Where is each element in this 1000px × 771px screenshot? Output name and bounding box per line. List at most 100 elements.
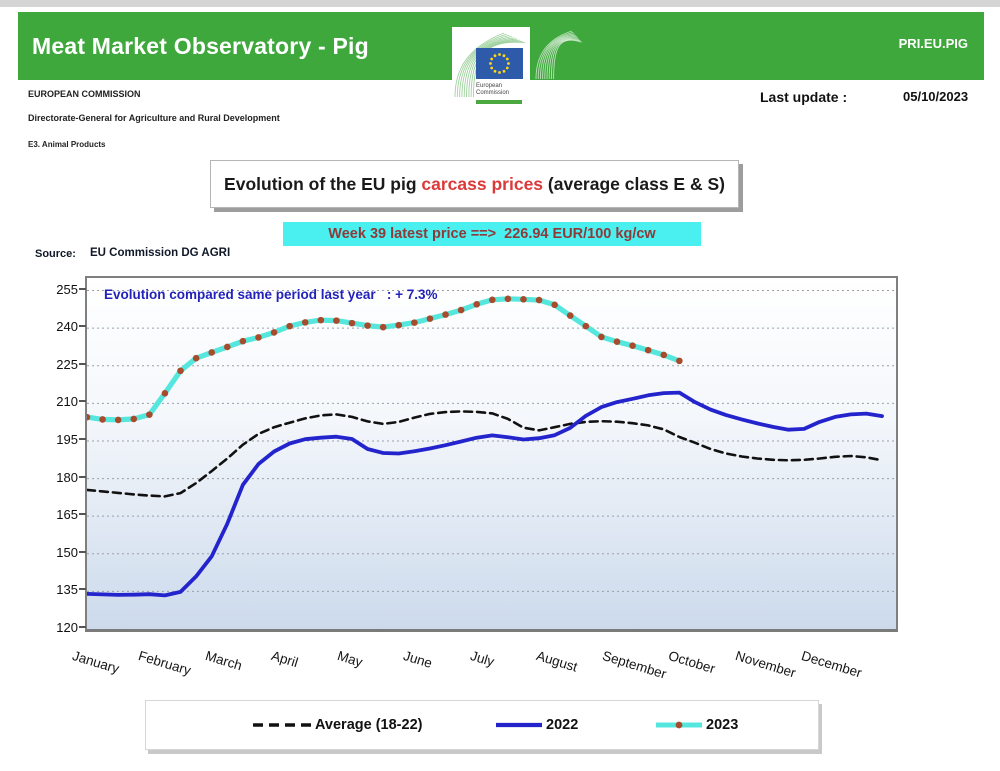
y-tick-mark: [79, 325, 86, 328]
data-point-marker: [473, 301, 481, 308]
data-point-marker: [598, 333, 605, 341]
y-tick-label: 240: [56, 319, 78, 335]
y-tick-mark: [79, 400, 86, 403]
last-update-label: Last update :: [760, 89, 848, 105]
legend-item-2022: 2022: [494, 701, 578, 749]
data-point-marker: [255, 334, 262, 341]
legend-item-average: Average (18-22): [251, 701, 422, 749]
series-line-2023: [87, 296, 683, 423]
page-title: Meat Market Observatory - Pig: [32, 32, 369, 59]
last-update-value: 05/10/2023: [903, 89, 969, 104]
x-month-label: November: [733, 648, 798, 681]
legend-label-2023: 2023: [706, 717, 739, 733]
data-point-marker: [551, 301, 558, 309]
y-tick-mark: [79, 513, 86, 516]
data-point-marker: [177, 367, 184, 375]
data-point-marker: [676, 357, 683, 365]
eu-flag-icon: [476, 48, 523, 79]
x-month-label: April: [269, 648, 300, 671]
y-tick-mark: [79, 550, 86, 553]
source-value: EU Commission DG AGRI: [90, 247, 231, 259]
data-point-marker: [146, 411, 153, 418]
ec-logo-caption: European Commission: [476, 83, 510, 96]
data-point-marker: [457, 306, 465, 314]
legend-solid-line-icon: [496, 722, 542, 728]
data-point-marker: [114, 416, 122, 424]
y-tick-label: 180: [56, 469, 78, 485]
y-tick-mark: [79, 626, 86, 628]
data-point-marker: [426, 315, 434, 322]
data-point-marker: [535, 296, 543, 304]
data-point-marker: [442, 311, 449, 318]
data-point-marker: [286, 322, 293, 330]
org-name: EUROPEAN COMMISSION: [28, 89, 141, 99]
data-point-marker: [301, 319, 309, 326]
series-line-average-18-22-: [87, 410, 884, 498]
x-month-label: August: [534, 648, 579, 675]
chart-canvas: [87, 290, 896, 598]
org-unit: E3. Animal Products: [28, 140, 106, 149]
data-point-marker: [270, 329, 278, 336]
legend-label-2022: 2022: [546, 717, 579, 733]
y-tick-label: 195: [56, 431, 78, 447]
legend-item-2023: 2023: [654, 701, 738, 749]
series-line-2022: [87, 390, 884, 598]
y-tick-label: 135: [56, 582, 78, 598]
data-point-marker: [520, 296, 527, 303]
ec-logo-art-icon: [454, 32, 525, 98]
data-point-marker: [395, 321, 403, 329]
data-point-marker: [317, 316, 325, 324]
y-tick-label: 150: [56, 544, 78, 560]
data-point-marker: [348, 319, 356, 327]
org-dg: Directorate-General for Agriculture and …: [28, 113, 280, 123]
chart-title-highlight: carcass prices: [421, 173, 544, 194]
y-tick-label: 255: [56, 281, 78, 297]
y-tick-mark: [79, 588, 86, 591]
y-tick-mark: [79, 437, 86, 440]
data-point-marker: [208, 349, 216, 356]
y-tick-mark: [79, 362, 86, 365]
legend-dashed-line-icon: [253, 723, 311, 727]
x-month-label: March: [203, 648, 244, 674]
data-point-marker: [660, 351, 668, 359]
data-point-marker: [613, 338, 621, 345]
latest-price-banner: Week 39 latest price ==> 226.94 EUR/100 …: [283, 222, 701, 246]
data-point-marker: [582, 322, 590, 330]
y-tick-label: 210: [56, 394, 78, 410]
data-point-marker: [130, 415, 138, 423]
data-point-marker: [488, 296, 496, 304]
legend-label-average: Average (18-22): [315, 717, 423, 733]
x-month-label: October: [666, 648, 718, 677]
chart-title-box: Evolution of the EU pig carcass prices (…: [210, 160, 739, 208]
data-point-marker: [87, 413, 91, 421]
y-tick-mark: [79, 287, 86, 290]
window-top-strip: [0, 0, 1000, 7]
data-point-marker: [99, 416, 106, 423]
evolution-annotation: Evolution compared same period last year…: [104, 287, 438, 302]
x-month-label: February: [136, 648, 193, 679]
y-tick-label: 225: [56, 356, 78, 372]
data-point-marker: [333, 317, 340, 324]
chart-title-pre: Evolution of the EU pig: [224, 173, 422, 194]
y-tick-label: 165: [56, 507, 78, 523]
data-point-marker: [629, 342, 636, 349]
ec-logo-underline: [476, 100, 522, 104]
report-code: PRI.EU.PIG: [898, 36, 968, 51]
legend-marker-line-icon: [656, 721, 702, 729]
data-point-marker: [504, 295, 512, 303]
data-point-marker: [411, 319, 418, 326]
source-label: Source:: [35, 248, 76, 260]
x-month-label: December: [799, 648, 864, 681]
ec-logo: European Commission: [452, 27, 530, 109]
y-tick-label: 120: [56, 620, 78, 635]
data-point-marker: [239, 337, 247, 345]
x-month-label: June: [401, 648, 435, 671]
data-point-marker: [192, 354, 200, 362]
y-tick-mark: [79, 475, 86, 478]
data-point-marker: [161, 390, 169, 397]
chart-title-post: (average class E & S): [543, 173, 725, 194]
data-point-marker: [223, 343, 231, 351]
plot-area: [85, 276, 898, 632]
x-month-label: January: [70, 648, 121, 677]
